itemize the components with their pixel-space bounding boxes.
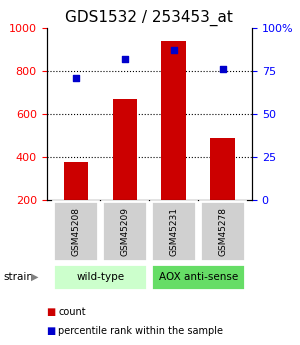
Bar [102,201,147,261]
Text: GSM45208: GSM45208 [71,207,80,256]
Point [74,75,78,80]
Bar [151,264,245,290]
Text: ■: ■ [46,326,56,336]
Text: GSM45278: GSM45278 [218,207,227,256]
Text: GSM45209: GSM45209 [120,207,129,256]
Bar [200,201,245,261]
Text: AOX anti-sense: AOX anti-sense [159,272,238,282]
Bar [161,41,186,200]
Text: strain: strain [3,272,33,282]
Bar [151,201,196,261]
Title: GDS1532 / 253453_at: GDS1532 / 253453_at [65,10,233,26]
Text: ■: ■ [46,307,56,317]
Point [171,47,176,53]
Bar [53,201,98,261]
Bar [64,162,88,200]
Bar [53,264,147,290]
Point [122,56,127,61]
Text: percentile rank within the sample: percentile rank within the sample [58,326,224,336]
Text: wild-type: wild-type [76,272,124,282]
Text: count: count [58,307,86,317]
Text: GSM45231: GSM45231 [169,207,178,256]
Text: ▶: ▶ [31,272,38,282]
Bar [210,138,235,200]
Bar [112,99,137,200]
Point [220,66,225,72]
